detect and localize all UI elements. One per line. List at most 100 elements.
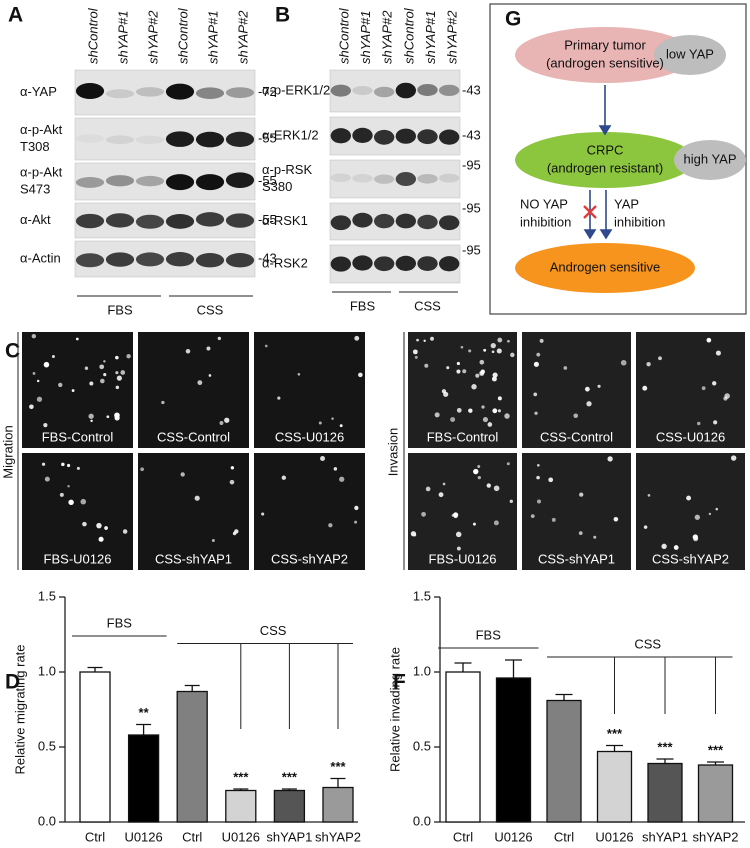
blot-band <box>105 252 135 267</box>
blot-band <box>330 84 352 97</box>
panel-letter: G <box>505 8 521 31</box>
cell <box>71 389 75 392</box>
side-label: Invasion <box>385 428 400 476</box>
significance: *** <box>708 742 724 757</box>
cell <box>475 373 480 378</box>
cell <box>708 512 712 516</box>
blot-row-label: α-YAP <box>20 84 57 99</box>
micrograph-label: FBS-U0126 <box>429 551 497 566</box>
blot-background <box>329 244 461 284</box>
micrograph <box>408 453 517 570</box>
blot-background <box>329 116 461 156</box>
cell <box>646 361 651 367</box>
lane-label: shControl <box>85 7 100 64</box>
cell <box>59 492 64 497</box>
cell <box>493 485 500 492</box>
cell <box>482 416 489 423</box>
group-label: FBS <box>107 302 133 317</box>
micrograph-label: CSS-shYAP1 <box>538 551 615 566</box>
cell <box>89 381 94 386</box>
cell <box>297 373 301 376</box>
blot-band <box>330 215 352 231</box>
high-yap-ellipse <box>674 140 746 180</box>
micrograph-label: FBS-Control <box>427 429 499 444</box>
cell <box>460 345 464 349</box>
blot-band <box>75 83 105 100</box>
lane-label: shYAP#1 <box>205 11 220 65</box>
blot-band <box>135 135 165 144</box>
error-bar <box>184 684 200 692</box>
cell <box>412 349 418 355</box>
blot-band <box>373 86 395 98</box>
blot-band <box>438 215 460 231</box>
cell <box>509 499 513 503</box>
bar <box>596 750 633 823</box>
cell <box>493 520 499 526</box>
cell <box>44 476 50 482</box>
x-tick-label: U0126 <box>494 829 532 844</box>
mw-label: -55 <box>258 130 277 145</box>
cell <box>715 350 721 356</box>
cell <box>492 408 498 414</box>
cell <box>477 475 481 480</box>
cell <box>442 482 446 486</box>
cell <box>584 386 590 392</box>
cell <box>264 344 268 348</box>
result-ellipse <box>515 243 695 293</box>
blot-row-label: S473 <box>20 181 50 196</box>
cell <box>573 413 579 419</box>
blot-band <box>330 128 352 144</box>
lane-label: shYAP#1 <box>115 11 130 65</box>
blot-band <box>395 255 417 271</box>
cell <box>539 338 544 343</box>
micrograph <box>138 332 249 448</box>
blot-band <box>417 256 438 271</box>
cell <box>492 372 498 378</box>
blot-band <box>135 252 165 267</box>
group-label: CSS <box>197 302 224 317</box>
blot-band <box>75 253 105 268</box>
cell <box>425 486 431 492</box>
cell <box>29 404 34 410</box>
cell <box>497 409 501 413</box>
error-bar <box>555 693 573 701</box>
cell <box>36 396 43 402</box>
cell <box>115 371 119 375</box>
cell <box>219 421 224 425</box>
blot-band <box>352 127 373 143</box>
diagram-text: (androgen sensitive) <box>546 55 664 70</box>
error-bar <box>707 761 724 765</box>
cell <box>354 335 360 341</box>
micrograph-label: FBS-Control <box>42 429 114 444</box>
cell <box>358 372 363 378</box>
cell <box>497 337 503 343</box>
cell <box>471 384 477 390</box>
cell <box>563 366 568 370</box>
blot-band <box>352 255 373 271</box>
crpc-ellipse <box>515 132 695 188</box>
blot-band <box>75 213 105 229</box>
cell <box>421 511 426 517</box>
blot-band <box>165 252 195 267</box>
panel-letter: D <box>5 671 20 694</box>
mw-label: -43 <box>258 250 277 265</box>
cell <box>194 495 200 501</box>
x-tick-label: U0126 <box>595 829 633 844</box>
lane-label: shControl <box>401 7 416 64</box>
blot-band <box>373 129 395 145</box>
cell <box>496 348 502 354</box>
blot-band <box>195 131 225 148</box>
cell <box>510 352 515 358</box>
cell <box>607 456 613 462</box>
blot-row-label: α-p-Akt <box>20 122 63 137</box>
cell <box>96 522 102 529</box>
cell <box>451 514 455 517</box>
micrograph-label: CSS-shYAP2 <box>271 551 348 566</box>
bar <box>176 690 208 823</box>
cell <box>536 499 542 504</box>
micrograph <box>22 453 133 570</box>
blot-band <box>438 84 460 96</box>
cell <box>483 348 487 352</box>
cell <box>208 374 212 377</box>
diagram-text: YAP <box>614 196 639 211</box>
